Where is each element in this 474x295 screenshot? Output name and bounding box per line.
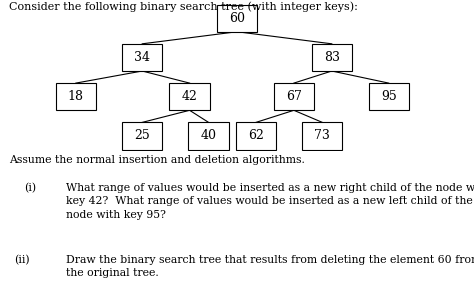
Text: Assume the normal insertion and deletion algorithms.: Assume the normal insertion and deletion… xyxy=(9,155,305,165)
Text: 83: 83 xyxy=(324,51,340,64)
Text: 62: 62 xyxy=(248,130,264,142)
FancyBboxPatch shape xyxy=(217,4,257,32)
Text: Consider the following binary search tree (with integer keys):: Consider the following binary search tre… xyxy=(9,1,358,12)
Text: 60: 60 xyxy=(229,12,245,24)
FancyBboxPatch shape xyxy=(122,44,162,71)
FancyBboxPatch shape xyxy=(56,83,96,110)
FancyBboxPatch shape xyxy=(189,122,228,150)
Text: 42: 42 xyxy=(182,90,198,103)
Text: (i): (i) xyxy=(24,183,36,193)
Text: 73: 73 xyxy=(314,130,330,142)
Text: 67: 67 xyxy=(286,90,302,103)
Text: Draw the binary search tree that results from deleting the element 60 from
the o: Draw the binary search tree that results… xyxy=(66,255,474,278)
Text: 25: 25 xyxy=(134,130,150,142)
FancyBboxPatch shape xyxy=(274,83,314,110)
Text: (ii): (ii) xyxy=(14,255,30,265)
FancyBboxPatch shape xyxy=(368,83,409,110)
FancyBboxPatch shape xyxy=(311,44,352,71)
FancyBboxPatch shape xyxy=(170,83,210,110)
Text: What range of values would be inserted as a new right child of the node with
key: What range of values would be inserted a… xyxy=(66,183,474,220)
Text: 34: 34 xyxy=(134,51,150,64)
FancyBboxPatch shape xyxy=(122,122,162,150)
FancyBboxPatch shape xyxy=(302,122,342,150)
Text: 18: 18 xyxy=(68,90,84,103)
Text: 40: 40 xyxy=(201,130,217,142)
Text: 95: 95 xyxy=(381,90,397,103)
FancyBboxPatch shape xyxy=(236,122,276,150)
